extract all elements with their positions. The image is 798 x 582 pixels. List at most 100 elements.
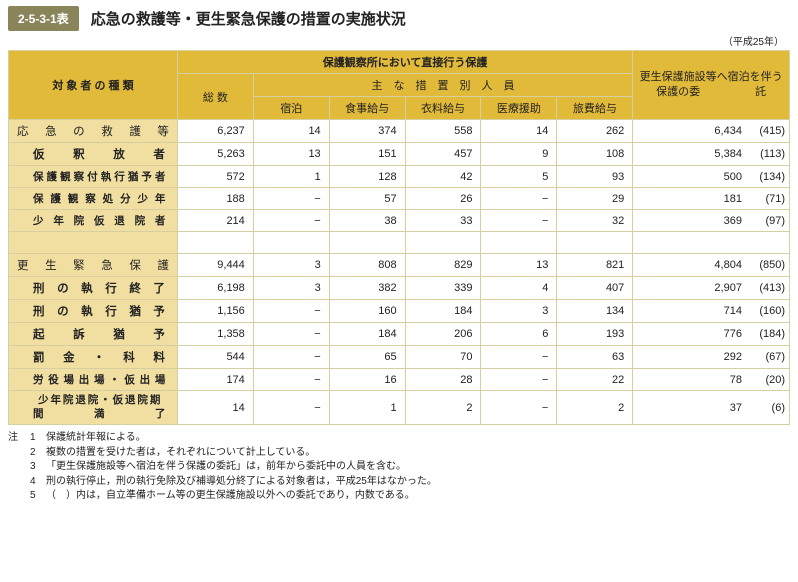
cell-m5: 32 <box>557 210 633 232</box>
col-total: 総 数 <box>177 74 253 120</box>
cell-m4: − <box>481 391 557 425</box>
cell-total: 188 <box>177 188 253 210</box>
table-row: 少 年 院 退 院 ・ 仮 退 院 期 間 満 了14−12−237 (6) <box>9 391 790 425</box>
cell-m2: 38 <box>329 210 405 232</box>
cell-m2: 65 <box>329 346 405 369</box>
row-label: 保護観察付執行猶予者 <box>9 166 178 188</box>
cell-m5: 108 <box>557 143 633 166</box>
cell-m1: − <box>253 323 329 346</box>
cell-m3: 206 <box>405 323 481 346</box>
cell-m5: 262 <box>557 120 633 143</box>
cell-m2: 151 <box>329 143 405 166</box>
cell-commit: 6,434 (415) <box>633 120 790 143</box>
row-label: 仮 釈 放 者 <box>9 143 178 166</box>
cell-m3: 26 <box>405 188 481 210</box>
cell-m3: 457 <box>405 143 481 166</box>
cell-total: 6,198 <box>177 277 253 300</box>
cell-total: 214 <box>177 210 253 232</box>
cell-total: 544 <box>177 346 253 369</box>
cell-m4: − <box>481 369 557 391</box>
cell-m1: − <box>253 300 329 323</box>
col-direct-group: 保護観察所において直接行う保護 <box>177 51 632 74</box>
row-label: 労役場出場・仮出場 <box>9 369 178 391</box>
col-category: 対 象 者 の 種 類 <box>9 51 178 120</box>
row-label: 少 年 院 仮 退 院 者 <box>9 210 178 232</box>
cell-m5: 22 <box>557 369 633 391</box>
header: 2-5-3-1表 応急の救護等・更生緊急保護の措置の実施状況 <box>8 6 790 31</box>
cell-commit: 37 (6) <box>633 391 790 425</box>
cell-m3: 28 <box>405 369 481 391</box>
cell-m4: 14 <box>481 120 557 143</box>
cell-m2: 128 <box>329 166 405 188</box>
cell-m1: 1 <box>253 166 329 188</box>
cell-m2: 160 <box>329 300 405 323</box>
row-label: 罰 金 ・ 科 料 <box>9 346 178 369</box>
table-row: 保護観察付執行猶予者572112842593500 (134) <box>9 166 790 188</box>
cell-m3: 70 <box>405 346 481 369</box>
footnote-item: 1保護統計年報による。 <box>30 431 437 446</box>
cell-m4: 3 <box>481 300 557 323</box>
cell-m1: − <box>253 188 329 210</box>
cell-m4: − <box>481 188 557 210</box>
table-row: 仮 釈 放 者5,2631315145791085,384 (113) <box>9 143 790 166</box>
cell-total: 14 <box>177 391 253 425</box>
cell-m4: − <box>481 346 557 369</box>
cell-m2: 1 <box>329 391 405 425</box>
cell-commit: 5,384 (113) <box>633 143 790 166</box>
cell-m3: 184 <box>405 300 481 323</box>
cell-m5: 63 <box>557 346 633 369</box>
cell-m2: 382 <box>329 277 405 300</box>
footnote-label: 注 <box>8 431 30 504</box>
footnote-list: 1保護統計年報による。2複数の措置を受けた者は，それぞれについて計上している。3… <box>30 431 437 504</box>
row-label: 応 急 の 救 護 等 <box>9 120 178 143</box>
cell-m5: 821 <box>557 254 633 277</box>
cell-commit: 500 (134) <box>633 166 790 188</box>
cell-m2: 16 <box>329 369 405 391</box>
table-row: 応 急 の 救 護 等6,23714374558142626,434 (415) <box>9 120 790 143</box>
data-table: 対 象 者 の 種 類 保護観察所において直接行う保護 更生保護施設等へ宿泊を伴… <box>8 50 790 425</box>
cell-commit: 369 (97) <box>633 210 790 232</box>
table-row: 労役場出場・仮出場174−1628−2278 (20) <box>9 369 790 391</box>
table-row: 更 生 緊 急 保 護9,4443808829138214,804 (850) <box>9 254 790 277</box>
row-label: 起 訴 猶 予 <box>9 323 178 346</box>
row-label: 少 年 院 退 院 ・ 仮 退 院 期 間 満 了 <box>9 391 178 425</box>
row-label: 保 護 観 察 処 分 少 年 <box>9 188 178 210</box>
cell-m1: 13 <box>253 143 329 166</box>
row-label: 刑 の 執 行 終 了 <box>9 277 178 300</box>
cell-commit: 2,907 (413) <box>633 277 790 300</box>
cell-m4: − <box>481 210 557 232</box>
cell-m3: 558 <box>405 120 481 143</box>
cell-m4: 4 <box>481 277 557 300</box>
cell-m4: 9 <box>481 143 557 166</box>
cell-m5: 2 <box>557 391 633 425</box>
table-body: 応 急 の 救 護 等6,23714374558142626,434 (415)… <box>9 120 790 425</box>
cell-m3: 2 <box>405 391 481 425</box>
cell-m3: 33 <box>405 210 481 232</box>
table-number-tag: 2-5-3-1表 <box>8 6 79 31</box>
table-row: 起 訴 猶 予1,358−1842066193776 (184) <box>9 323 790 346</box>
cell-commit: 4,804 (850) <box>633 254 790 277</box>
col-m3: 衣料給与 <box>405 97 481 120</box>
col-m2: 食事給与 <box>329 97 405 120</box>
cell-total: 174 <box>177 369 253 391</box>
table-title: 応急の救護等・更生緊急保護の措置の実施状況 <box>91 8 406 29</box>
cell-m1: − <box>253 369 329 391</box>
cell-m2: 184 <box>329 323 405 346</box>
cell-m5: 134 <box>557 300 633 323</box>
cell-m3: 829 <box>405 254 481 277</box>
cell-m5: 407 <box>557 277 633 300</box>
cell-total: 1,156 <box>177 300 253 323</box>
cell-m3: 339 <box>405 277 481 300</box>
col-m1: 宿泊 <box>253 97 329 120</box>
cell-m1: 14 <box>253 120 329 143</box>
cell-m5: 29 <box>557 188 633 210</box>
cell-m4: 13 <box>481 254 557 277</box>
table-head: 対 象 者 の 種 類 保護観察所において直接行う保護 更生保護施設等へ宿泊を伴… <box>9 51 790 120</box>
table-row: 刑 の 執 行 猶 予1,156−1601843134714 (160) <box>9 300 790 323</box>
cell-m2: 374 <box>329 120 405 143</box>
footnote-item: 4刑の執行停止，刑の執行免除及び補導処分終了による対象者は，平成25年はなかった… <box>30 475 437 490</box>
footnotes: 注 1保護統計年報による。2複数の措置を受けた者は，それぞれについて計上している… <box>8 431 790 504</box>
col-m5: 旅費給与 <box>557 97 633 120</box>
cell-m1: − <box>253 391 329 425</box>
col-commit: 更生保護施設等へ宿泊を伴う保護の委 託 <box>633 51 790 120</box>
